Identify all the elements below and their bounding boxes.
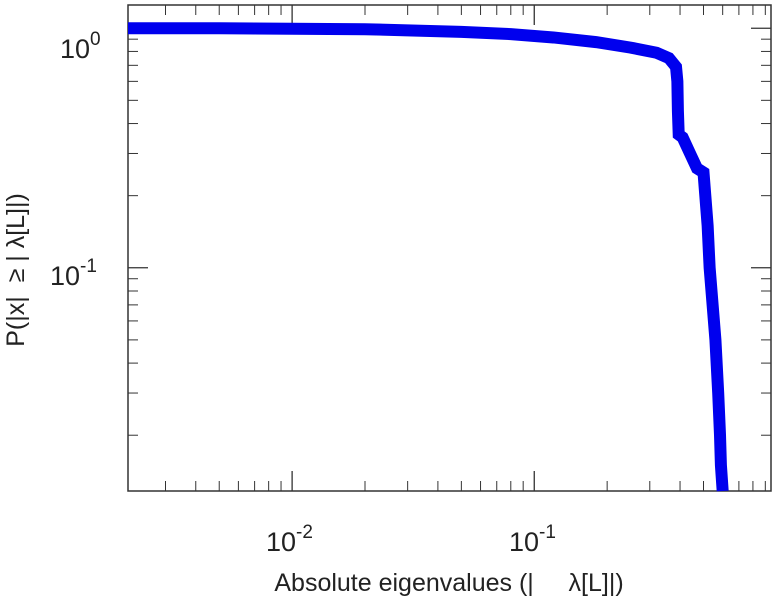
x-axis-label: Absolute eigenvalues (| λ[L]|) [274, 569, 623, 597]
y-tick-label-1e0: 100 [60, 29, 101, 64]
y-minor-ticks [128, 38, 771, 436]
y-tick-label-1e-1: 10-1 [50, 256, 97, 291]
series-line-0 [128, 22, 729, 492]
plot-frame [127, 4, 772, 492]
x-minor-ticks [165, 5, 766, 491]
x-tick-label-1e-2: 10-2 [266, 522, 313, 557]
x-tick-label-1e-1: 10-1 [509, 522, 556, 557]
x-major-ticks [291, 5, 535, 491]
y-axis-label: P(|x| ≥ | λ[L]|) [2, 193, 30, 347]
series-layer [128, 22, 729, 492]
